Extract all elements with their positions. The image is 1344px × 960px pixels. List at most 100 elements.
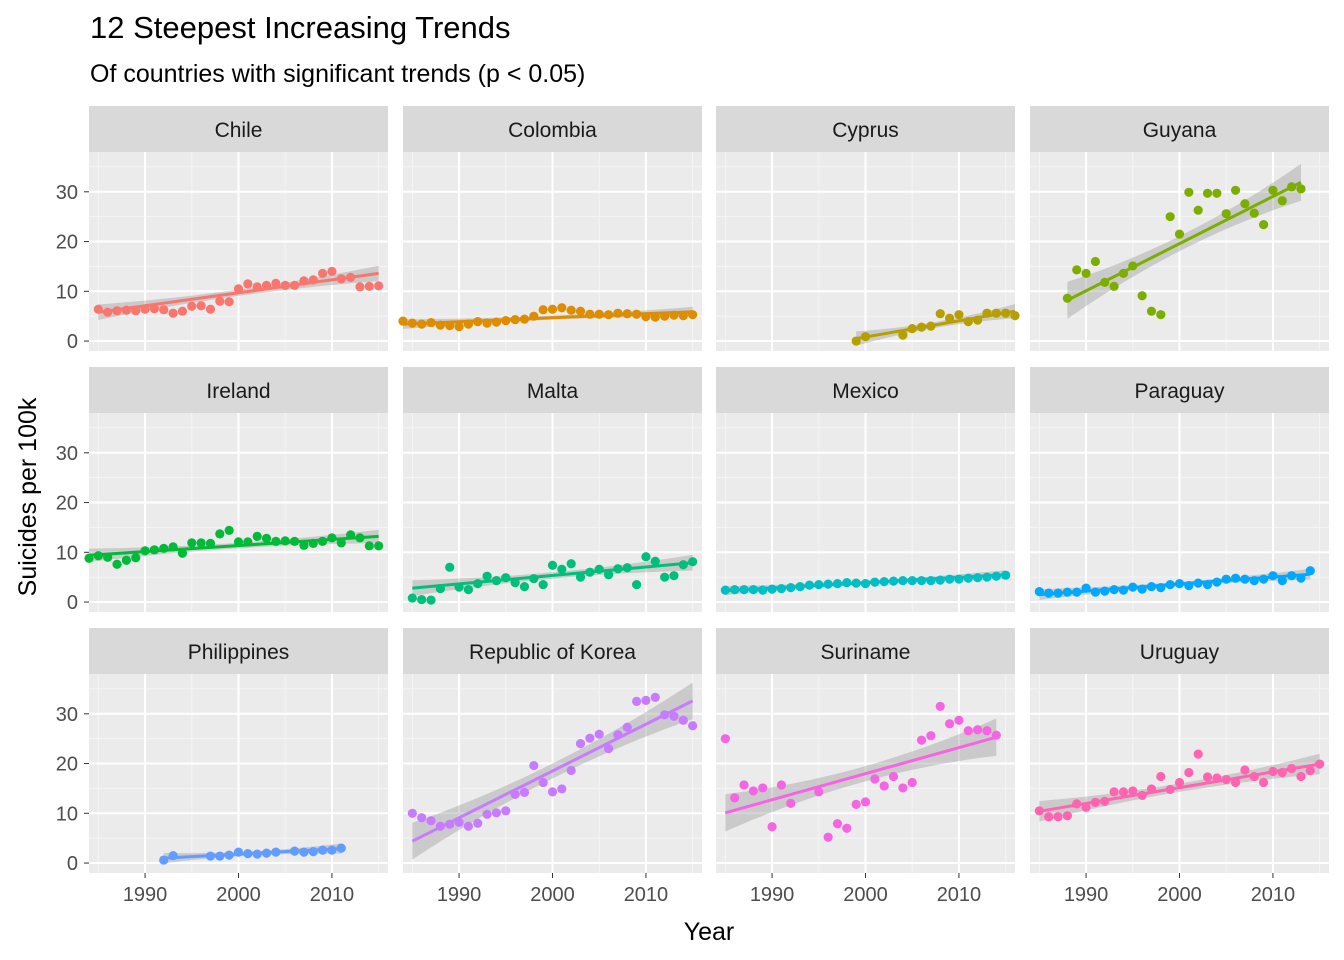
trend-line-mexico	[725, 573, 1006, 593]
data-point-uruguay	[1258, 777, 1269, 788]
data-point-ireland	[261, 533, 272, 543]
data-point-malta	[426, 595, 436, 605]
y-tick-label: 30	[56, 704, 78, 726]
x-axis-title: Year	[684, 918, 735, 946]
data-point-cyprus	[935, 309, 945, 319]
strip-label-guyana: Guyana	[1143, 119, 1217, 142]
data-point-guyana	[1156, 310, 1166, 320]
data-point-uruguay	[1174, 777, 1185, 788]
strip-label-cyprus: Cyprus	[832, 119, 899, 142]
data-point-uruguay	[1118, 787, 1129, 797]
panel-suriname: Suriname	[716, 628, 1015, 873]
data-point-ireland	[374, 541, 384, 551]
data-point-guyana	[1165, 212, 1175, 222]
data-point-suriname	[776, 780, 787, 790]
data-point-uruguay	[1230, 777, 1241, 788]
strip-cyprus	[716, 106, 1015, 152]
trend-line-ireland	[88, 534, 379, 557]
data-point-suriname	[944, 719, 955, 729]
strip-label-suriname: Suriname	[821, 641, 911, 664]
data-point-chile	[149, 304, 160, 314]
data-point-guyana	[1081, 268, 1091, 278]
data-point-republic-of-korea	[501, 806, 511, 816]
data-point-malta	[566, 559, 576, 569]
panel-republic-of-korea: Republic of Korea	[403, 628, 702, 873]
panel-guyana: Guyana	[1030, 106, 1329, 351]
data-point-suriname	[739, 780, 749, 790]
panel-philippines: Philippines	[89, 628, 388, 873]
data-point-suriname	[879, 781, 889, 791]
panel-paraguay: Paraguay	[1030, 367, 1329, 612]
data-point-chile	[355, 282, 365, 292]
data-point-republic-of-korea	[622, 722, 632, 732]
data-point-suriname	[954, 715, 964, 725]
data-point-guyana	[1193, 205, 1203, 215]
data-point-guyana	[1277, 196, 1287, 206]
data-point-republic-of-korea	[529, 760, 539, 771]
data-point-suriname	[786, 798, 796, 808]
data-point-ireland	[364, 541, 374, 551]
data-point-chile	[205, 304, 216, 314]
data-point-suriname	[973, 725, 983, 735]
data-point-suriname	[832, 819, 843, 829]
data-point-suriname	[870, 774, 880, 784]
strip-paraguay	[1030, 367, 1329, 413]
y-tick-label: 20	[56, 232, 78, 254]
axes-layer: 0 10 20 30 0 10 20 30 0 10 20 30 1990 2000 2010 1990 200…	[56, 182, 1295, 906]
strip-guyana	[1030, 106, 1329, 152]
trend-line-republic-of-korea	[411, 699, 694, 843]
data-point-malta	[445, 562, 455, 572]
data-point-malta	[538, 580, 548, 590]
data-point-uruguay	[1296, 771, 1306, 782]
y-tick-label: 30	[56, 182, 78, 204]
trend-line-philippines	[163, 847, 342, 860]
data-point-guyana	[1268, 185, 1278, 195]
panel-chile: Chile	[89, 106, 388, 351]
data-point-ireland	[299, 540, 309, 550]
data-point-uruguay	[1193, 749, 1203, 759]
y-tick-label: 20	[56, 493, 78, 515]
data-point-malta	[463, 585, 474, 595]
strip-label-philippines: Philippines	[188, 641, 290, 664]
data-point-uruguay	[1109, 787, 1119, 797]
panels-layer: Chile Colombia Cyprus Guyana Ireland Malta Mex…	[84, 106, 1329, 873]
trend-line-colombia	[402, 310, 693, 326]
data-point-republic-of-korea	[482, 809, 492, 819]
x-tick-label: 2000	[216, 884, 261, 906]
y-tick-label: 10	[56, 803, 78, 825]
data-point-republic-of-korea	[491, 808, 502, 818]
data-point-chile	[243, 279, 253, 289]
panel-colombia: Colombia	[398, 106, 702, 351]
data-point-chile	[177, 306, 188, 316]
data-point-republic-of-korea	[669, 711, 679, 721]
data-point-suriname	[748, 786, 758, 796]
data-point-colombia	[557, 303, 567, 313]
data-point-guyana	[1137, 291, 1147, 301]
data-point-ireland	[205, 538, 216, 548]
y-axis-title: Suicides per 100k	[14, 397, 42, 596]
data-point-colombia	[538, 305, 548, 315]
data-point-guyana	[1296, 184, 1306, 194]
data-point-malta	[557, 564, 567, 574]
data-point-suriname	[898, 783, 908, 793]
x-tick-label: 2010	[624, 884, 669, 906]
data-point-ireland	[187, 538, 197, 548]
data-point-suriname	[907, 777, 917, 788]
y-tick-label: 10	[56, 542, 78, 564]
y-tick-label: 0	[67, 331, 78, 353]
data-point-suriname	[814, 787, 824, 797]
x-tick-label: 1990	[123, 884, 168, 906]
data-point-chile	[327, 266, 337, 276]
trend-line-malta	[412, 561, 693, 590]
panel-uruguay: Uruguay	[1030, 628, 1329, 873]
strip-philippines	[89, 628, 388, 674]
data-point-uruguay	[1062, 811, 1072, 821]
strip-label-ireland: Ireland	[206, 380, 270, 403]
data-point-malta	[650, 556, 660, 566]
data-point-suriname	[758, 783, 768, 793]
strip-malta	[403, 367, 702, 413]
strip-label-paraguay: Paraguay	[1135, 380, 1225, 403]
data-point-republic-of-korea	[547, 787, 558, 797]
data-point-republic-of-korea	[566, 765, 576, 776]
x-tick-label: 2010	[310, 884, 355, 906]
